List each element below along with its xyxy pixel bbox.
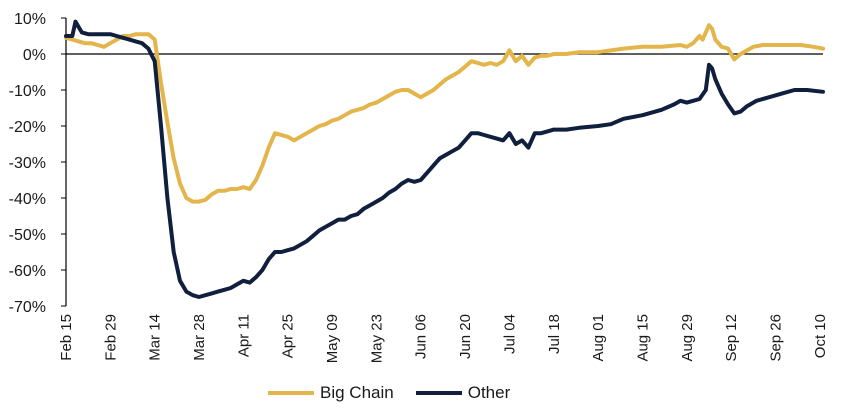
x-tick-label: Apr 11 (235, 314, 252, 357)
series-line-big-chain (64, 23, 825, 204)
legend-swatch-other (415, 391, 462, 395)
x-tick-label: Oct 10 (812, 314, 829, 358)
legend-label-big-chain: Big Chain (320, 383, 394, 402)
y-tick-label: -30% (9, 155, 46, 172)
x-tick-label: Jul 04 (501, 314, 518, 354)
x-tick-label: Aug 15 (634, 314, 651, 362)
x-tick-label: Sep 12 (723, 314, 740, 362)
x-tick-label: Apr 25 (280, 314, 297, 358)
x-tick-label: May 23 (368, 314, 385, 363)
y-tick-label: 0% (23, 47, 46, 64)
y-tick-label: -20% (9, 119, 46, 136)
y-tick-label: 10% (14, 11, 46, 28)
legend-item-other: Other (415, 383, 511, 403)
x-tick-label: Aug 01 (590, 314, 607, 362)
x-tick-label: Jun 06 (413, 314, 430, 359)
line-chart: 10% 0% -10% -20% -30% -40% -50% -60% -70% Feb 15… (9, 11, 829, 363)
y-tick-label: -60% (9, 263, 46, 280)
legend-label-other: Other (467, 383, 511, 402)
x-tick-label: Mar 28 (191, 314, 208, 361)
series-layer (64, 19, 825, 299)
y-tick-label: -40% (9, 191, 46, 208)
y-tick-label: -70% (9, 299, 46, 316)
legend-swatch-big-chain (268, 391, 314, 395)
series-line-other (64, 19, 825, 299)
x-tick-label: Jun 20 (457, 314, 474, 359)
x-axis: Feb 15 Feb 29 Mar 14 Mar 28 Apr 11 Apr 25 May … (58, 53, 829, 363)
x-tick-label: Mar 14 (147, 314, 164, 361)
y-tick-label: -50% (9, 227, 46, 244)
y-tick-label: -10% (9, 83, 46, 100)
legend: Big Chain Other (268, 383, 510, 403)
x-tick-label: Sep 26 (767, 314, 784, 362)
y-axis: 10% 0% -10% -20% -30% -40% -50% -60% -70% (9, 11, 67, 316)
x-tick-label: Feb 29 (102, 314, 119, 361)
x-tick-label: Jul 18 (546, 314, 563, 354)
legend-item-big-chain: Big Chain (268, 383, 394, 403)
x-tick-label: May 09 (324, 314, 341, 363)
x-tick-label: Feb 15 (58, 314, 75, 361)
x-tick-label: Aug 29 (679, 314, 696, 362)
